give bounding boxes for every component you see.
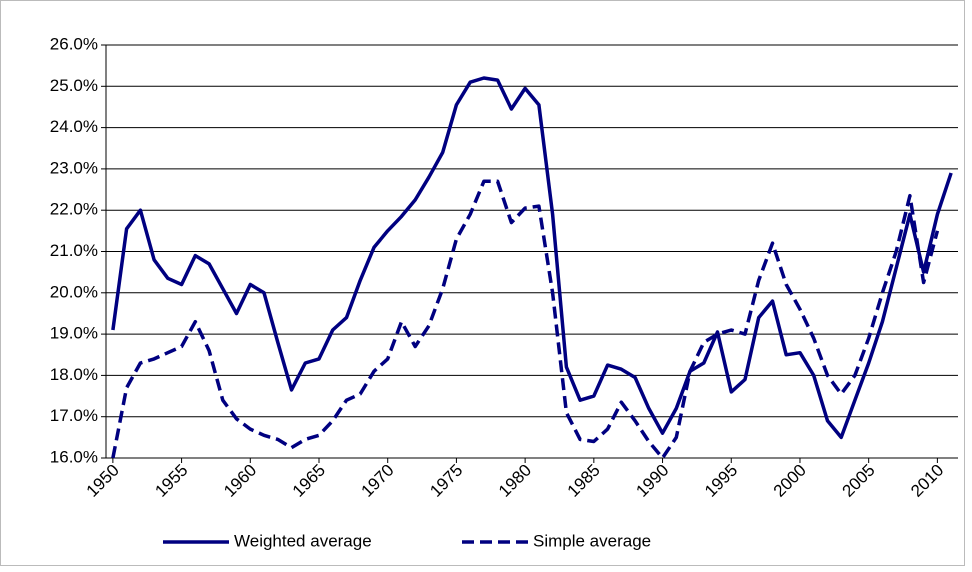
y-tick-label: 16.0%	[50, 447, 98, 466]
y-tick-label: 24.0%	[50, 117, 98, 136]
y-tick-label: 22.0%	[50, 200, 98, 219]
y-tick-label: 19.0%	[50, 324, 98, 343]
y-tick-label: 25.0%	[50, 76, 98, 95]
y-tick-label: 17.0%	[50, 406, 98, 425]
y-tick-label: 26.0%	[50, 34, 98, 53]
series-line	[111, 76, 953, 440]
series-line	[111, 179, 940, 460]
y-tick-label: 21.0%	[50, 241, 98, 260]
legend-label: Simple average	[533, 531, 651, 550]
y-tick-label: 18.0%	[50, 365, 98, 384]
y-tick-label: 20.0%	[50, 282, 98, 301]
y-tick-label: 23.0%	[50, 158, 98, 177]
legend-label: Weighted average	[234, 531, 372, 550]
